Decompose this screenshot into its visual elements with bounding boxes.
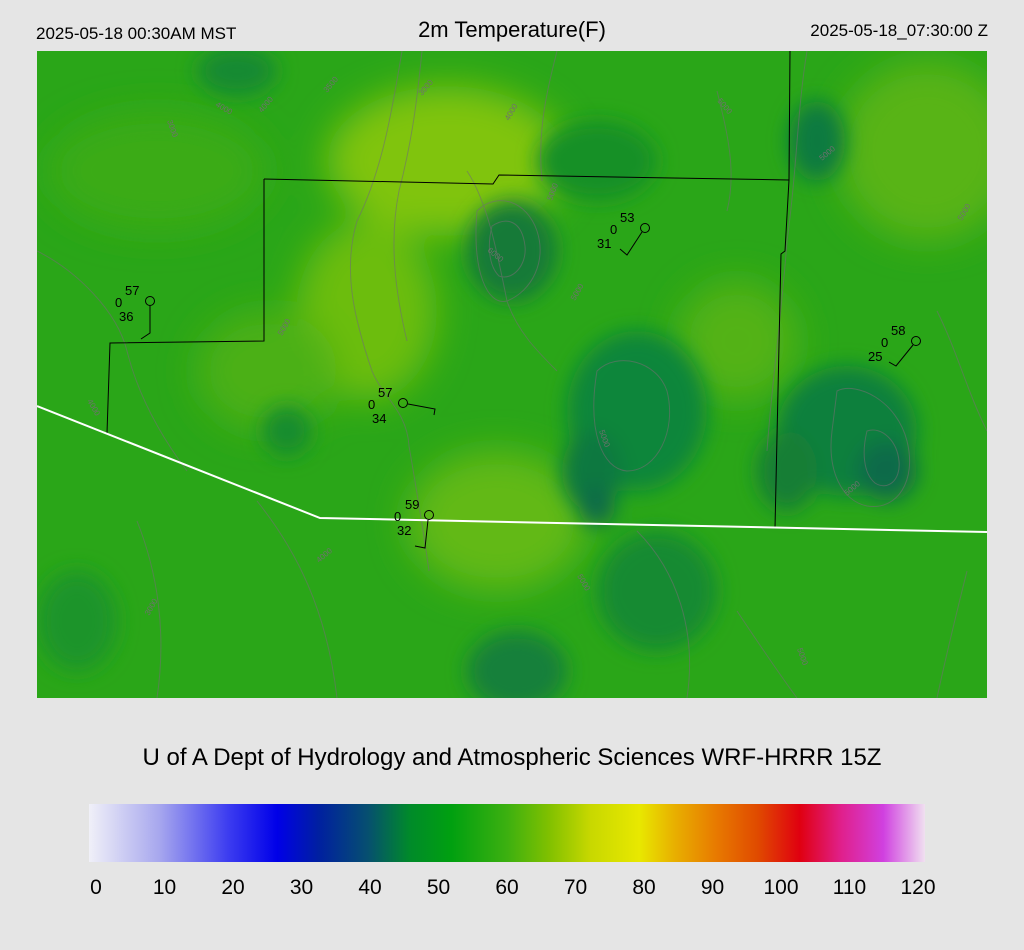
model-caption: U of A Dept of Hydrology and Atmospheric… — [142, 744, 882, 771]
colorbar-tick-label: 20 — [221, 876, 245, 899]
colorbar-tick-label: 60 — [495, 876, 519, 899]
elevation-contours — [37, 51, 987, 698]
cool-shading — [37, 51, 917, 698]
station-dewpoint: 31 — [597, 236, 611, 251]
station-precip: 0 — [394, 509, 401, 524]
colorbar-tick-label: 90 — [700, 876, 725, 899]
station-plot: 57 0 36 — [115, 283, 155, 340]
station-temp: 59 — [405, 497, 419, 512]
colorbar-tick-label: 110 — [832, 876, 867, 899]
map-title: 2m Temperature(F) — [418, 17, 606, 42]
station-dewpoint: 25 — [868, 349, 882, 364]
colorbar-tick-label: 100 — [763, 876, 799, 899]
station-precip: 0 — [881, 335, 888, 350]
station-temp: 57 — [378, 385, 392, 400]
station-precip: 0 — [115, 295, 122, 310]
colorbar-tick-label: 30 — [289, 876, 314, 899]
colorbar-tick-label: 0 — [90, 876, 102, 899]
station-plot: 58 0 25 — [868, 323, 921, 367]
colorbar-tick-label: 50 — [426, 876, 451, 899]
station-plot: 59 0 32 — [394, 497, 434, 549]
station-dewpoint: 34 — [372, 411, 386, 426]
station-plot: 57 0 34 — [368, 385, 436, 426]
colorbar-tick-label: 120 — [900, 876, 936, 899]
station-temp: 57 — [125, 283, 139, 298]
station-precip: 0 — [368, 397, 375, 412]
colorbar-tick-label: 10 — [152, 876, 177, 899]
station-temp: 58 — [891, 323, 905, 338]
local-timestamp: 2025-05-18 00:30AM MST — [36, 24, 237, 43]
temperature-map: 3500 3000 4000 4000 4000 5000 6000 5000 … — [37, 51, 987, 698]
station-dewpoint: 36 — [119, 309, 133, 324]
colorbar-gradient — [89, 804, 925, 862]
station-precip: 0 — [610, 222, 617, 237]
temperature-colorbar — [89, 804, 925, 862]
station-plots: 57 0 36 53 0 31 58 0 25 57 — [115, 210, 921, 549]
colorbar-tick-label: 40 — [358, 876, 382, 899]
state-boundary — [37, 405, 987, 533]
county-borders — [106, 51, 791, 529]
colorbar-tick-label: 70 — [563, 876, 588, 899]
station-temp: 53 — [620, 210, 634, 225]
utc-timestamp: 2025-05-18_07:30:00 Z — [810, 21, 988, 40]
station-dewpoint: 32 — [397, 523, 411, 538]
colorbar-tick-label: 80 — [632, 876, 656, 899]
station-plot: 53 0 31 — [597, 210, 650, 256]
